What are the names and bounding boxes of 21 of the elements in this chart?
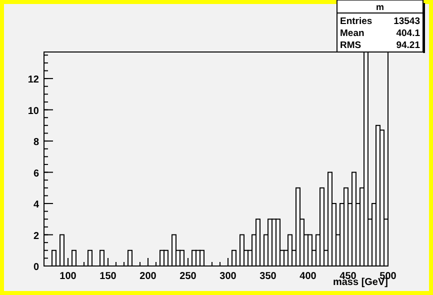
y-tick-label: 4 [33, 200, 40, 211]
text: 404.1 [396, 28, 421, 39]
text: 13543 [394, 16, 420, 27]
x-tick-label: 350 [260, 271, 277, 282]
y-tick-label: 10 [28, 106, 40, 117]
chart-title: m [376, 2, 384, 12]
x-tick-label: 250 [180, 271, 197, 282]
y-tick-label: 2 [33, 230, 40, 242]
x-tick-label: 150 [100, 271, 117, 282]
y-tick-label: 12 [28, 74, 40, 86]
y-tick-label: 6 [33, 168, 40, 180]
x-tick-label: 100 [60, 271, 77, 282]
y-tick-label: 8 [33, 137, 40, 148]
x-tick-label: 400 [300, 271, 317, 282]
text: 94.21 [396, 40, 421, 51]
y-tick-label: 0 [33, 262, 40, 273]
text: Entries [340, 16, 372, 27]
text: Mean [340, 28, 364, 39]
x-tick-label: 200 [140, 271, 157, 282]
x-tick-label: 300 [220, 271, 237, 282]
text: RMS [340, 40, 362, 51]
